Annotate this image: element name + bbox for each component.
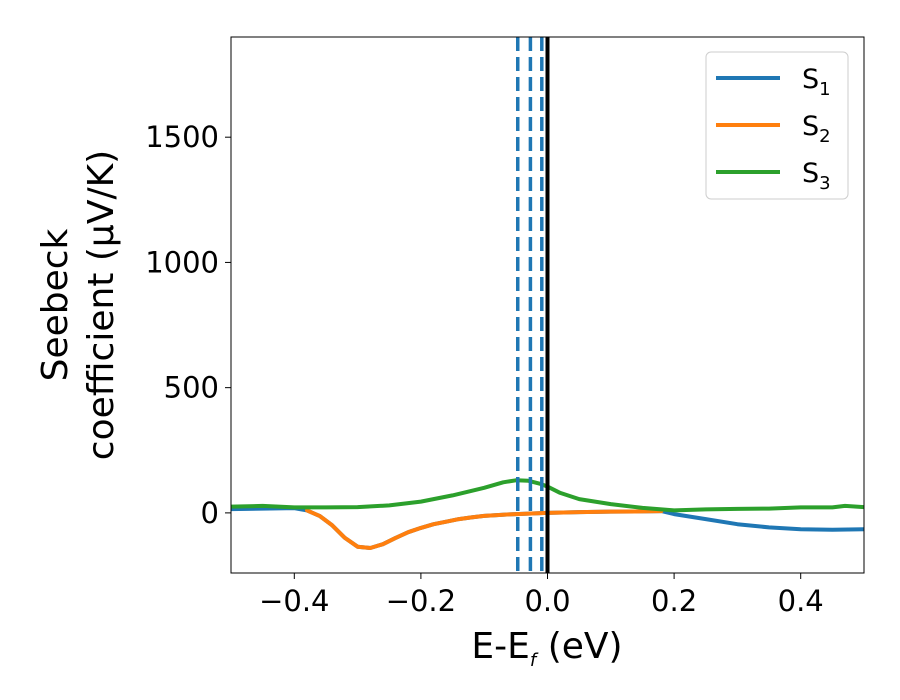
series-line-s3: [231, 478, 864, 513]
legend-label-s3: S3: [802, 158, 831, 194]
plot-area: [231, 37, 864, 573]
x-axis-label: E-Ef (eV): [471, 626, 622, 671]
x-tick-label: −0.4: [259, 584, 329, 618]
y-tick-label: 500: [164, 371, 219, 405]
y-tick-label: 1000: [145, 245, 219, 279]
series-line-s2: [305, 508, 664, 550]
y-tick-label: 1500: [145, 120, 219, 154]
x-axis-ticks: −0.4 −0.2 0.0 0.2 0.4: [259, 573, 824, 618]
y-axis-label-line1: Seebeck: [35, 228, 76, 381]
y-tick-label: 0: [201, 496, 219, 530]
y-axis-label-line2: coefficient (μV/K): [81, 150, 122, 460]
x-tick-label: 0.4: [778, 584, 824, 618]
legend-label-s2: S2: [802, 111, 831, 147]
x-tick-label: 0.0: [524, 584, 570, 618]
x-tick-label: −0.2: [386, 584, 456, 618]
x-tick-label: 0.2: [651, 584, 697, 618]
legend: S1 S2 S3: [705, 51, 849, 200]
legend-label-s1: S1: [802, 64, 831, 100]
y-axis-ticks: 0 500 1000 1500: [145, 120, 231, 530]
